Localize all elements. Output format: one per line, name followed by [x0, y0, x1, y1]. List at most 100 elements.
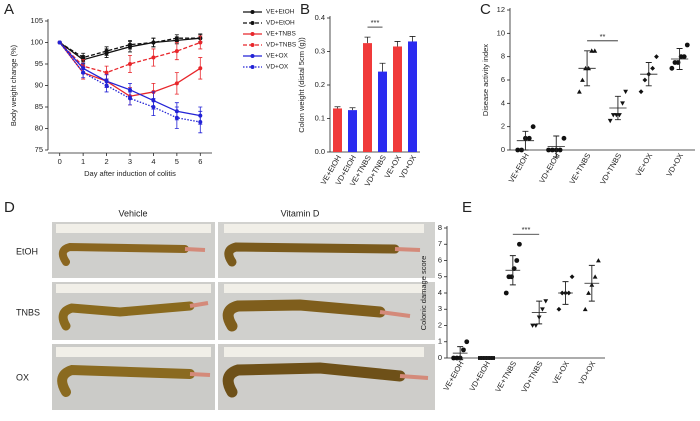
y-tick-label: 5	[438, 272, 442, 281]
row-label: OX	[16, 372, 29, 382]
y-tick-label: 0.4	[315, 13, 325, 22]
point	[174, 36, 179, 41]
point	[592, 274, 598, 279]
y-tick-label: 80	[35, 123, 43, 132]
y-tick-label: 0.3	[315, 46, 325, 55]
colon	[224, 242, 400, 267]
colon-tail	[189, 372, 211, 377]
column-label: Vehicle	[118, 208, 147, 218]
x-tick-label: VD+OX	[577, 359, 598, 386]
photos	[52, 222, 435, 410]
point	[104, 49, 109, 54]
y-tick-label: 0.0	[315, 147, 325, 156]
legend-label: VE+OX	[266, 53, 289, 60]
sd-bar	[509, 255, 516, 286]
error-bar	[394, 41, 401, 47]
error-bar	[379, 62, 386, 72]
x-tick-label: 2	[104, 157, 108, 166]
point	[514, 258, 520, 263]
point	[638, 89, 644, 95]
y-tick-label: 7	[438, 239, 442, 248]
x-tick-label: VD+EtOH	[468, 359, 492, 392]
point	[561, 135, 567, 141]
y-tick-label: 0.2	[315, 80, 325, 89]
point	[104, 83, 109, 88]
bar	[378, 71, 387, 152]
legend-marker	[250, 10, 255, 14]
point	[198, 66, 203, 71]
error-bar	[334, 106, 341, 109]
point	[104, 70, 109, 75]
point	[543, 299, 549, 304]
point	[519, 147, 524, 153]
point	[530, 323, 535, 328]
point	[530, 124, 536, 130]
point	[669, 65, 675, 71]
y-tick-label: 2	[501, 122, 505, 131]
point	[128, 62, 132, 66]
point	[607, 118, 613, 124]
point	[556, 306, 562, 312]
error-bar	[409, 36, 416, 42]
point	[174, 115, 179, 120]
y-tick-label: 0.1	[315, 113, 325, 122]
y-tick-label: 10	[497, 28, 505, 37]
y-tick-label: 1	[438, 337, 442, 346]
sd-bar	[588, 264, 595, 302]
point	[549, 147, 555, 153]
y-tick-label: 8	[438, 223, 442, 232]
point	[174, 81, 179, 86]
point	[557, 147, 563, 153]
legend-marker	[250, 54, 255, 58]
sd-bar	[562, 281, 569, 305]
x-tick-label: VE+OX	[634, 151, 654, 177]
ruler	[56, 347, 211, 357]
legend-label: VD+TNBS	[266, 42, 297, 49]
legend-marker	[250, 65, 255, 69]
x-tick-label: VE+OX	[551, 359, 571, 385]
point	[586, 290, 591, 295]
y-tick-label: 100	[30, 37, 43, 46]
panel-label: A	[4, 1, 14, 18]
point	[576, 89, 582, 94]
y-tick-label: 2	[438, 320, 442, 329]
row-label: TNBS	[16, 307, 40, 317]
sd-bar	[584, 50, 591, 87]
y-tick-label: 75	[35, 145, 43, 154]
x-tick-label: 0	[58, 157, 62, 166]
colon-tail	[379, 310, 411, 318]
y-tick-label: 95	[35, 59, 43, 68]
x-tick-label: 6	[198, 157, 202, 166]
point	[642, 77, 648, 83]
column-label: Vitamin D	[281, 208, 320, 218]
y-axis-label: Disease activity index	[481, 44, 490, 116]
point	[503, 290, 509, 296]
colon-tail	[399, 374, 429, 380]
point	[589, 48, 595, 53]
ruler	[224, 224, 424, 233]
y-axis-label: Colon weight (distal 5cm (g))	[297, 37, 306, 133]
point	[515, 147, 521, 153]
row-label: EtOH	[16, 246, 38, 256]
y-tick-label: 90	[35, 80, 43, 89]
y-tick-label: 0	[501, 145, 505, 154]
sd-bar	[676, 48, 683, 70]
x-axis-label: Day after induction of colitis	[84, 169, 176, 178]
point	[198, 40, 203, 45]
bar	[363, 43, 372, 152]
bar	[333, 108, 342, 152]
legend-marker	[250, 43, 255, 47]
x-tick-label: 3	[128, 157, 132, 166]
y-tick-label: 8	[501, 52, 505, 61]
point	[533, 323, 539, 328]
y-tick-label: 4	[438, 288, 442, 297]
point	[81, 70, 86, 75]
x-tick-label: VE+TNBS	[493, 359, 518, 393]
legend-label: VE+EtOH	[266, 9, 295, 16]
y-tick-label: 6	[501, 75, 505, 84]
point	[57, 40, 62, 45]
colon-tail	[394, 247, 421, 252]
x-tick-label: 5	[175, 157, 179, 166]
colon	[58, 242, 189, 266]
